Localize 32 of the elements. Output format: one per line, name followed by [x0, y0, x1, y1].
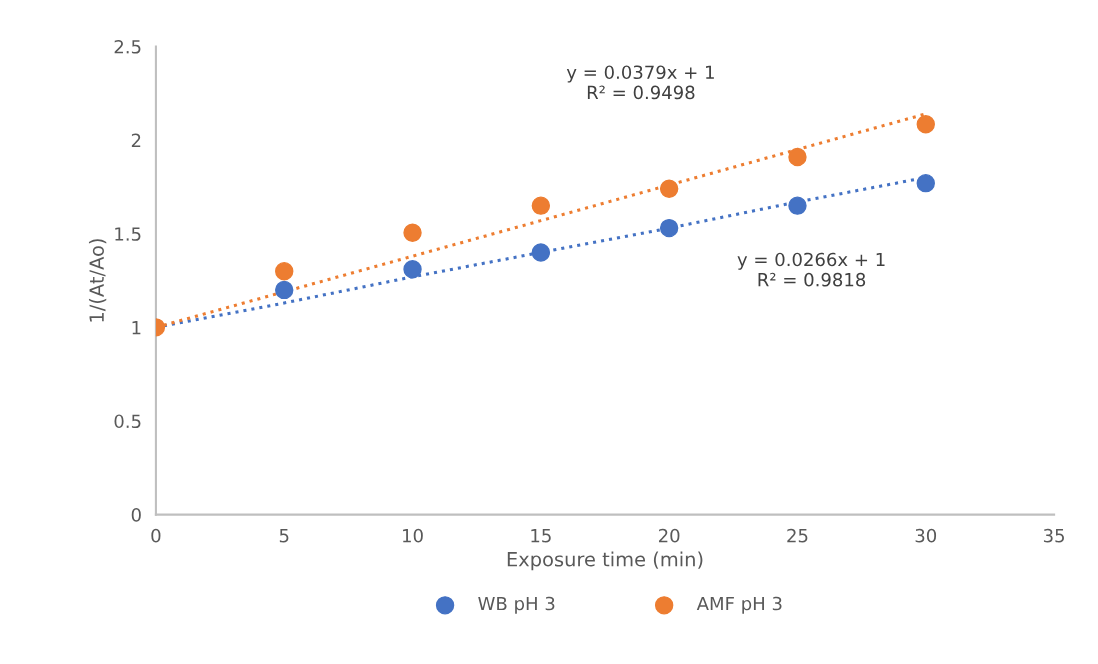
y-tick-label: 2.5 [114, 39, 141, 54]
x-tick-label: 25 [787, 528, 808, 543]
x-tick-label: 0 [151, 528, 161, 543]
y-tick-label: 1.5 [115, 227, 141, 241]
point [659, 179, 679, 198]
annotation: y = 0.0379x + 1 R² = 0.9498 [566, 65, 714, 100]
point [788, 147, 807, 167]
y-tick-label: 1 [132, 321, 141, 335]
x-tick-label: 5 [279, 529, 289, 543]
y-tick-label: 0 [131, 508, 141, 522]
point [275, 261, 294, 281]
point [916, 173, 935, 193]
point [403, 223, 422, 242]
x-tick-label: 10 [403, 528, 423, 543]
legend-label: AMF pH 3 [696, 596, 782, 614]
point [531, 243, 551, 262]
point [659, 218, 679, 238]
point [788, 196, 807, 215]
legend-label: WB pH 3 [478, 596, 555, 614]
y-axis-title: 1/(At/Ao) [88, 239, 107, 322]
point [403, 260, 422, 279]
x-tick-label: 30 [915, 528, 937, 543]
y-tick-label: 2 [131, 133, 141, 147]
y-tick-label: 0.5 [114, 414, 141, 429]
point [916, 114, 935, 134]
x-tick-label: 15 [531, 529, 551, 543]
point [531, 196, 551, 215]
point [275, 280, 294, 300]
x-tick-label: 20 [658, 528, 680, 543]
x-tick-label: 35 [1043, 528, 1064, 543]
annotation: y = 0.0266x + 1 R² = 0.9818 [737, 252, 885, 287]
x-axis-title: Exposure time (min) [507, 551, 703, 571]
